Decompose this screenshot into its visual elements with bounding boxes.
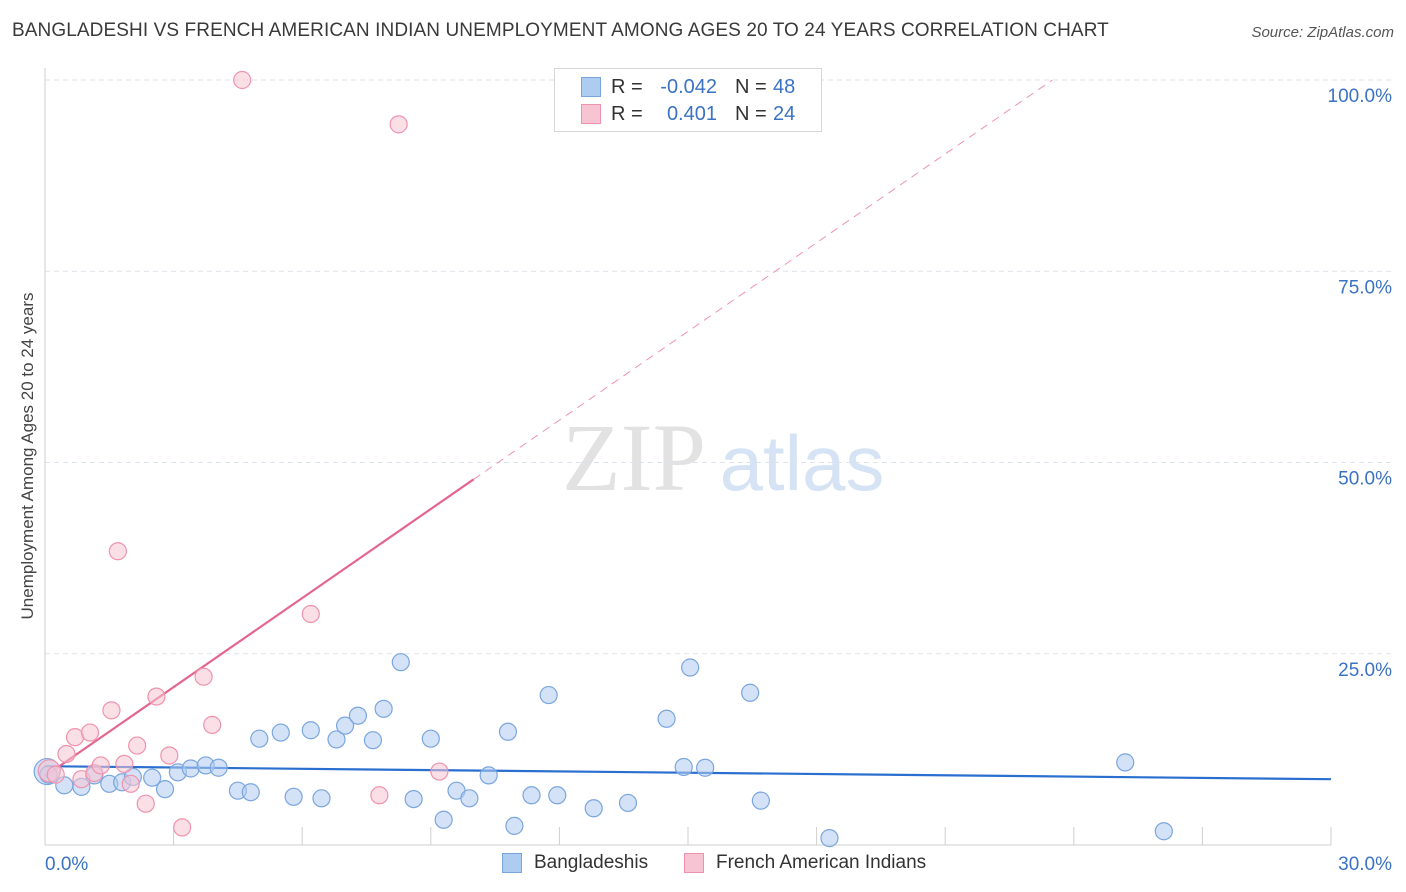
- legend-r-value: 0.401: [666, 102, 717, 125]
- point-bangladeshis: [363, 731, 383, 750]
- point-bangladeshis: [374, 699, 393, 718]
- point-french-american-indians: [57, 744, 76, 764]
- point-french-american-indians: [147, 687, 166, 706]
- y-axis-title: Unemployment Among Ages 20 to 24 years: [18, 292, 37, 620]
- legend-r-value: -0.042: [660, 75, 717, 98]
- point-bangladeshis: [404, 789, 423, 809]
- trend-line-extension-french-american-indians: [473, 79, 1053, 480]
- point-bangladeshis: [335, 716, 355, 735]
- point-bangladeshis: [421, 729, 440, 748]
- legend-swatch-blue: [502, 853, 522, 873]
- watermark: ZIP atlas: [562, 404, 884, 511]
- legend-n-label: N =: [735, 75, 767, 98]
- point-bangladeshis: [250, 729, 269, 748]
- point-french-american-indians: [389, 115, 408, 134]
- legend-n-value: 24: [773, 102, 796, 125]
- legend-label-bangladeshis: Bangladeshis: [534, 852, 649, 873]
- legend-r-label: R =: [611, 75, 643, 98]
- point-bangladeshis: [751, 791, 770, 810]
- watermark-zip: ZIP: [562, 404, 706, 511]
- point-bangladeshis: [498, 722, 518, 741]
- point-french-american-indians: [91, 756, 110, 775]
- point-french-american-indians: [128, 736, 147, 755]
- point-bangladeshis: [1116, 753, 1135, 772]
- point-bangladeshis: [505, 816, 524, 835]
- point-bangladeshis: [657, 709, 676, 728]
- x-tick-label: 0.0%: [45, 854, 88, 875]
- point-bangladeshis: [539, 685, 558, 705]
- point-bangladeshis: [741, 683, 760, 702]
- legend-r-label: R =: [611, 102, 643, 125]
- point-bangladeshis: [312, 789, 331, 808]
- point-bangladeshis: [674, 757, 693, 777]
- point-french-american-indians: [233, 70, 252, 90]
- point-french-american-indians: [65, 728, 85, 747]
- point-bangladeshis: [155, 780, 175, 799]
- legend-swatch-blue: [581, 77, 601, 97]
- point-bangladeshis: [284, 787, 303, 806]
- point-bangladeshis: [584, 799, 603, 818]
- point-french-american-indians: [108, 542, 127, 561]
- point-bangladeshis: [1154, 822, 1173, 841]
- point-french-american-indians: [370, 786, 389, 805]
- point-bangladeshis: [618, 793, 638, 813]
- point-bangladeshis: [681, 658, 700, 677]
- legend-swatch-pink: [581, 104, 601, 124]
- point-french-american-indians: [115, 754, 134, 774]
- legend-n-value: 48: [773, 75, 796, 98]
- chart-title: BANGLADESHI VS FRENCH AMERICAN INDIAN UN…: [12, 20, 1109, 41]
- y-tick-label: 25.0%: [1338, 660, 1392, 681]
- point-bangladeshis: [327, 730, 346, 749]
- point-bangladeshis: [820, 829, 839, 848]
- y-tick-label: 50.0%: [1338, 469, 1392, 490]
- legend-row-bangladeshis: R = -0.042 N = 48: [581, 75, 795, 99]
- point-french-american-indians: [160, 746, 179, 765]
- legend-item-bangladeshis: Bangladeshis: [502, 852, 648, 874]
- point-french-american-indians: [194, 667, 213, 686]
- point-french-american-indians: [136, 794, 155, 813]
- point-bangladeshis: [209, 758, 228, 777]
- point-french-american-indians: [121, 774, 140, 793]
- point-french-american-indians: [173, 818, 192, 837]
- point-bangladeshis: [696, 758, 715, 777]
- point-bangladeshis: [301, 721, 320, 740]
- y-tick-label: 100.0%: [1328, 86, 1393, 107]
- trend-line-french-american-indians: [44, 478, 475, 778]
- stats-legend: R = -0.042 N = 48 R = 0.401 N = 24: [554, 68, 822, 132]
- point-bangladeshis: [181, 759, 200, 778]
- series-legend: Bangladeshis French American Indians: [0, 852, 1406, 876]
- point-french-american-indians: [430, 762, 449, 781]
- legend-n-label: N =: [735, 102, 767, 125]
- point-bangladeshis: [391, 653, 410, 672]
- point-french-american-indians: [80, 723, 100, 742]
- point-bangladeshis: [460, 789, 479, 808]
- point-french-american-indians: [46, 765, 65, 784]
- point-bangladeshis: [434, 810, 453, 829]
- y-tick-label: 75.0%: [1338, 277, 1392, 298]
- point-bangladeshis: [143, 768, 162, 787]
- point-bangladeshis: [271, 723, 290, 742]
- point-french-american-indians: [301, 604, 320, 624]
- point-french-american-indians: [203, 715, 222, 734]
- legend-label-french-american-indians: French American Indians: [716, 852, 927, 873]
- point-bangladeshis: [479, 766, 498, 785]
- point-bangladeshis: [348, 706, 368, 725]
- point-bangladeshis: [522, 786, 541, 805]
- legend-swatch-pink: [684, 853, 704, 873]
- point-french-american-indians: [102, 701, 121, 720]
- legend-row-french-american-indians: R = 0.401 N = 24: [581, 102, 795, 126]
- x-tick-label: 30.0%: [1338, 854, 1392, 875]
- point-bangladeshis: [241, 783, 260, 802]
- source-label: Source: ZipAtlas.com: [1251, 24, 1394, 41]
- legend-item-french-american-indians: French American Indians: [684, 852, 926, 874]
- point-bangladeshis: [548, 786, 567, 805]
